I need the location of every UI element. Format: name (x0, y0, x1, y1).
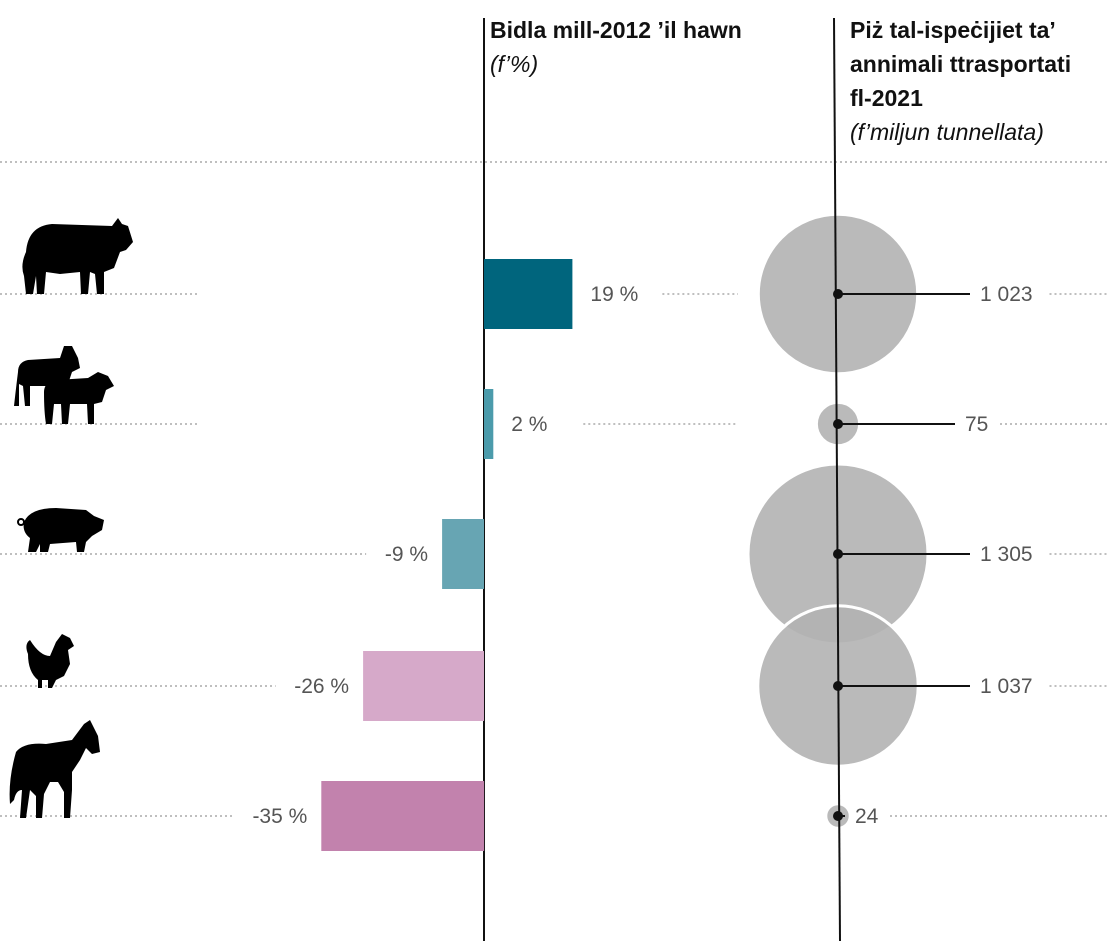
bars: 19 % 2 % -9 % -26 % -35 % (252, 259, 638, 851)
bar-label-horses: -35 % (252, 805, 307, 828)
bar-cattle (484, 259, 573, 329)
bubble-dot-horses (833, 811, 843, 821)
pig-icon (17, 508, 105, 552)
bubble-dot-sheep-goats (833, 419, 843, 429)
bar-poultry (363, 651, 484, 721)
chicken-icon (26, 634, 74, 688)
bubble-chart-subtitle: (f’miljun tunnellata) (850, 119, 1044, 145)
bubble-axis (833, 17, 841, 941)
bubble-chart-title: Piż tal-ispeċijiet ta’ annimali ttraspor… (850, 17, 1078, 111)
cow-icon (22, 218, 133, 294)
leaders: 1 023 75 1 305 1 037 24 (833, 283, 1033, 828)
bubble-dot-poultry (833, 681, 843, 691)
bar-label-cattle: 19 % (590, 283, 638, 306)
bar-label-poultry: -26 % (294, 675, 349, 698)
sheep-goat-icon (14, 346, 114, 424)
bubble-label-sheep-goats: 75 (965, 413, 988, 436)
rows (0, 293, 1108, 817)
bubble-dot-cattle (833, 289, 843, 299)
bar-chart-title: Bidla mill-2012 ’il hawn (490, 17, 742, 43)
bar-horses (321, 781, 485, 851)
bar-chart-subtitle: (f’%) (490, 51, 538, 77)
bubble-label-pigs: 1 305 (980, 543, 1033, 566)
bubble-label-poultry: 1 037 (980, 675, 1033, 698)
bar-label-sheep-goats: 2 % (511, 413, 547, 436)
bar-label-pigs: -9 % (385, 543, 428, 566)
bar-sheep-goats (484, 389, 494, 459)
horse-icon (9, 720, 101, 818)
bubble-dot-pigs (833, 549, 843, 559)
bar-pigs (442, 519, 484, 589)
bubble-label-horses: 24 (855, 805, 879, 828)
bubble-label-cattle: 1 023 (980, 283, 1033, 306)
